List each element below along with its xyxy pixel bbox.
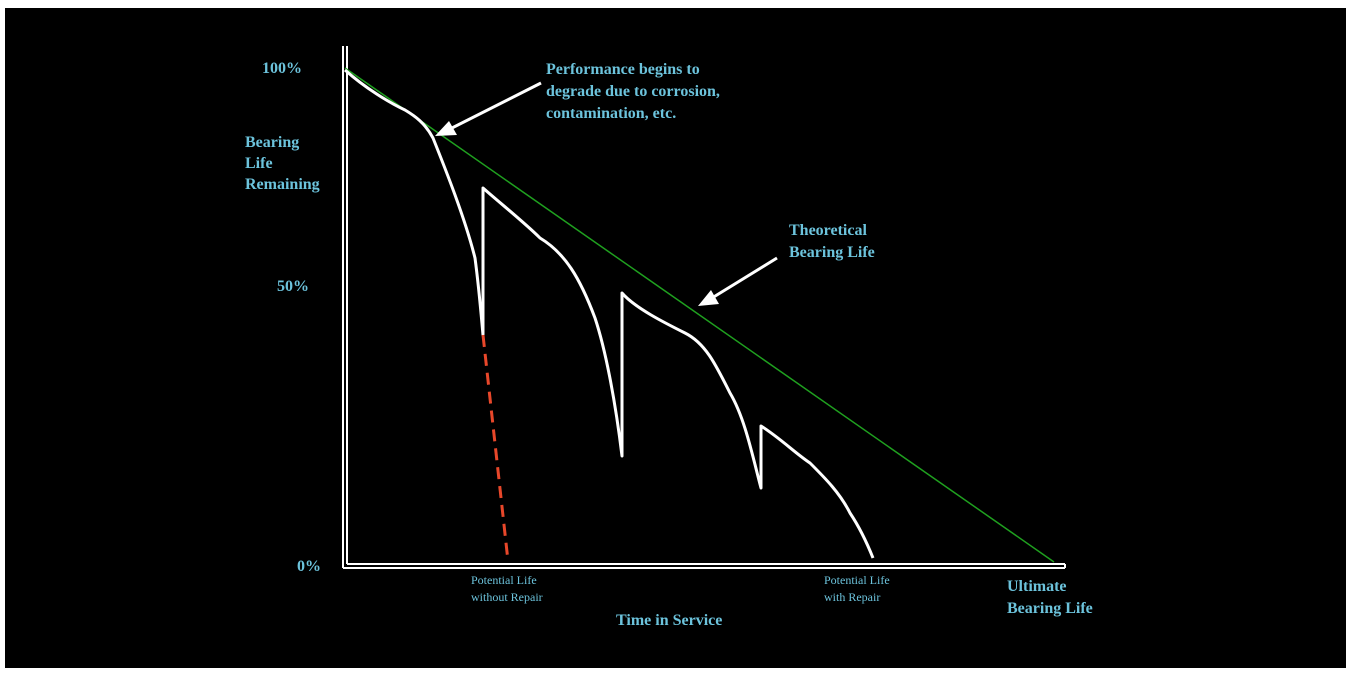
svg-text:contamination, etc.: contamination, etc. (546, 105, 676, 122)
svg-text:Potential Life: Potential Life (824, 573, 890, 587)
annotation-without-repair: Potential Life without Repair (471, 573, 543, 604)
x-axis (343, 563, 1066, 569)
svg-text:Life: Life (245, 155, 273, 172)
y-axis (342, 46, 348, 568)
annotation-ultimate: Ultimate Bearing Life (1007, 578, 1093, 617)
actual-life-curve (343, 68, 875, 559)
y-label-50: 50% (277, 278, 309, 295)
annotation-with-repair: Potential Life with Repair (824, 573, 890, 604)
svg-text:without Repair: without Repair (471, 590, 543, 604)
svg-text:Potential Life: Potential Life (471, 573, 537, 587)
svg-text:Bearing Life: Bearing Life (789, 244, 875, 261)
annotation-theoretical: Theoretical Bearing Life (789, 222, 875, 261)
bearing-life-diagram: 100% 50% 0% Bearing Life Remaining Time … (245, 46, 1093, 629)
x-axis-title: Time in Service (616, 612, 722, 629)
y-label-0: 0% (297, 558, 321, 575)
svg-text:Remaining: Remaining (245, 176, 320, 193)
y-axis-title: Bearing Life Remaining (245, 134, 320, 193)
diagram-slide: 100% 50% 0% Bearing Life Remaining Time … (5, 8, 1346, 668)
arrow-degrade (435, 81, 542, 136)
svg-text:Performance begins to: Performance begins to (546, 61, 700, 78)
svg-text:with Repair: with Repair (824, 590, 880, 604)
svg-text:Bearing Life: Bearing Life (1007, 600, 1093, 617)
theoretical-life-line (344, 67, 1055, 563)
no-repair-projection (481, 334, 510, 562)
annotation-degrade: Performance begins to degrade due to cor… (546, 61, 720, 122)
svg-text:Bearing: Bearing (245, 134, 299, 151)
y-label-100: 100% (262, 60, 302, 77)
svg-text:Ultimate: Ultimate (1007, 578, 1067, 595)
arrow-theoretical (698, 256, 778, 306)
svg-text:degrade due to corrosion,: degrade due to corrosion, (546, 83, 720, 100)
svg-text:Theoretical: Theoretical (789, 222, 867, 239)
